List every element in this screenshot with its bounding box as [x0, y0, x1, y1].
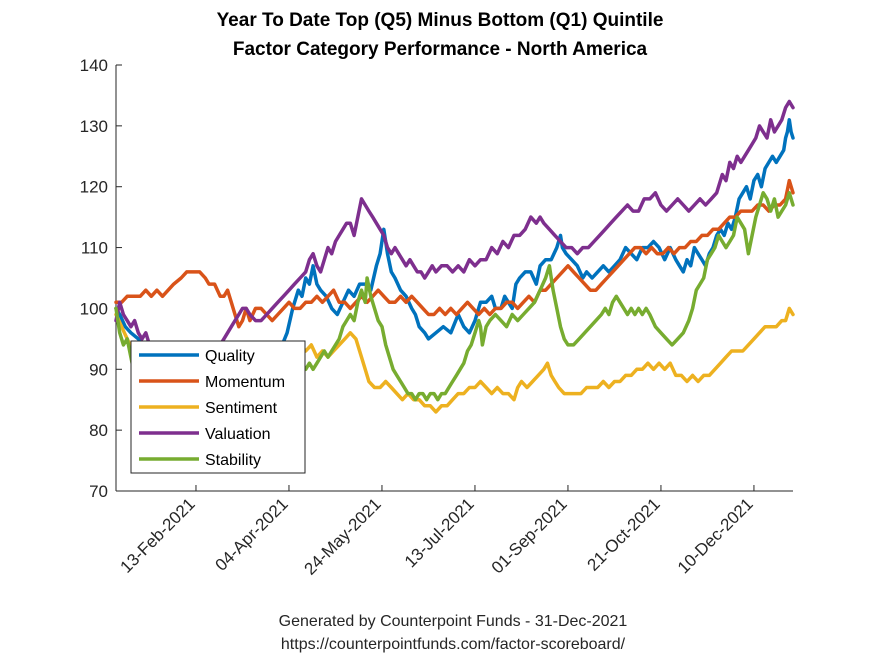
series-line-momentum: [114, 178, 795, 329]
y-tick-label: 120: [80, 178, 108, 197]
y-tick-label: 110: [81, 239, 108, 258]
chart-title-line-2: Factor Category Performance - North Amer…: [233, 39, 648, 60]
y-tick-label: 140: [80, 56, 108, 75]
legend-label-momentum: Momentum: [205, 374, 285, 391]
y-tick-label: 80: [89, 421, 108, 440]
legend-label-stability: Stability: [205, 452, 261, 469]
legend-label-sentiment: Sentiment: [205, 400, 278, 417]
chart-title-line-1: Year To Date Top (Q5) Minus Bottom (Q1) …: [217, 10, 664, 31]
y-tick-label: 130: [80, 117, 108, 136]
y-tick-label: 90: [89, 360, 108, 379]
footer-generated: Generated by Counterpoint Funds - 31-Dec…: [279, 613, 628, 630]
legend-label-quality: Quality: [205, 348, 255, 365]
y-tick-label: 100: [80, 299, 108, 318]
legend: Quality Momentum Sentiment Valuation Stabili…: [130, 340, 306, 474]
legend-label-valuation: Valuation: [205, 426, 271, 443]
footer-url: https://counterpointfunds.com/factor-sco…: [281, 636, 626, 653]
y-tick-label: 70: [89, 482, 108, 501]
